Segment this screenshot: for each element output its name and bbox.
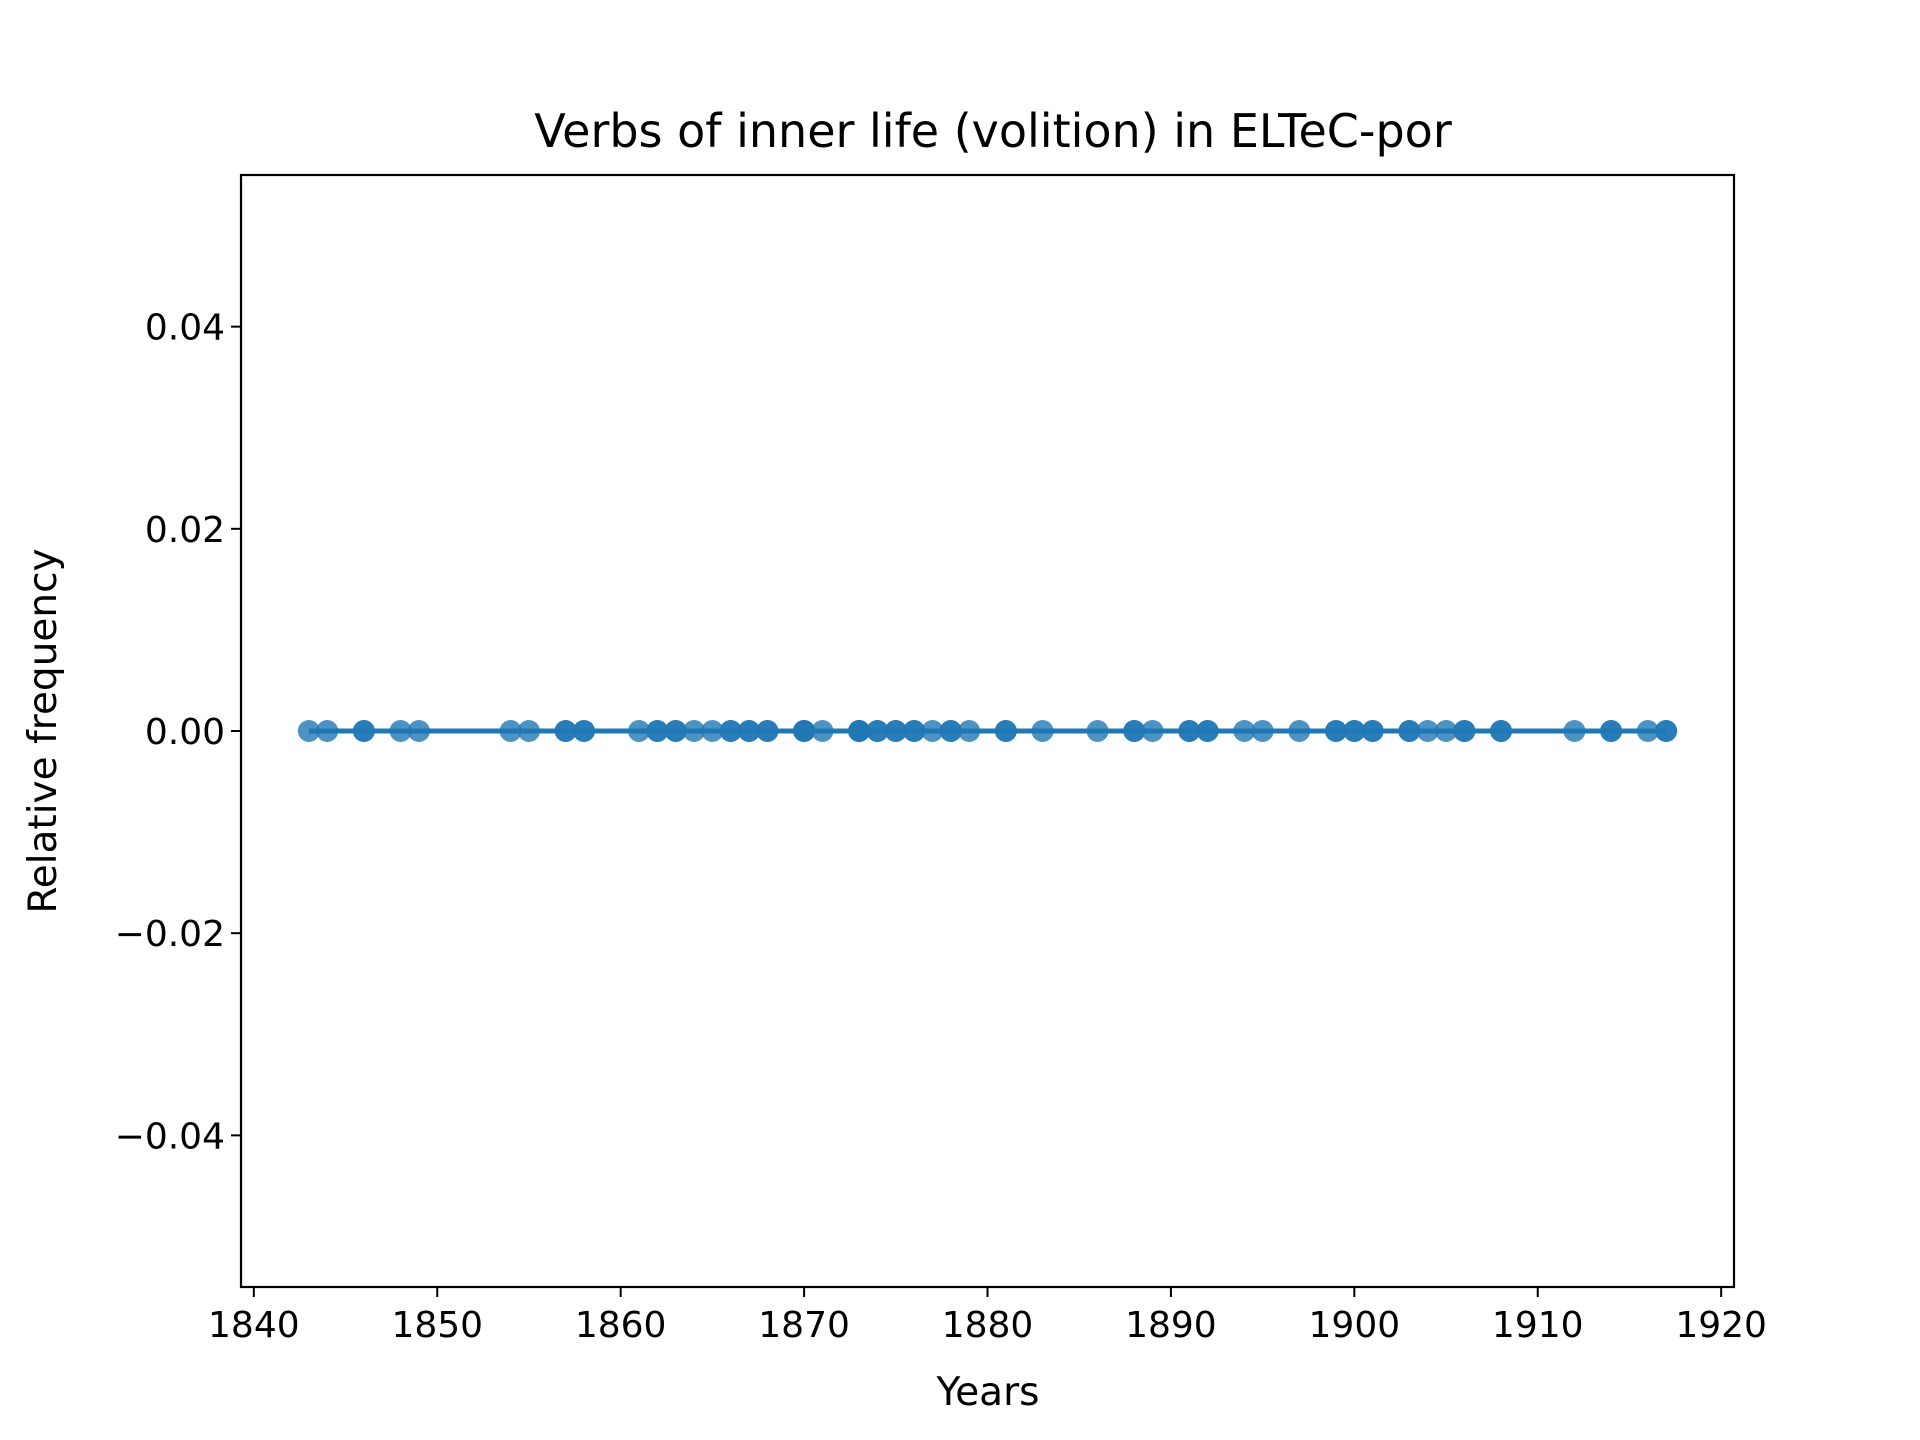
data-point xyxy=(1178,720,1201,742)
x-tick-label: 1870 xyxy=(758,1305,850,1346)
data-point xyxy=(1655,720,1678,742)
x-tick-label: 1850 xyxy=(391,1305,483,1346)
data-point xyxy=(994,720,1017,742)
data-point xyxy=(1141,720,1164,742)
data-point xyxy=(1031,720,1054,742)
data-point xyxy=(646,720,669,742)
data-point xyxy=(1343,720,1366,742)
data-point xyxy=(866,720,889,742)
data-point xyxy=(848,720,871,742)
data-point xyxy=(1361,720,1384,742)
data-point xyxy=(1636,720,1659,742)
x-axis-ticks: 1840 1850 1860 1870 1880 1890 1900 1910 1920 xyxy=(208,1287,1767,1346)
y-tick-label: 0.02 xyxy=(145,510,225,551)
data-point xyxy=(811,720,834,742)
data-marks xyxy=(297,720,1678,742)
x-tick-label: 1880 xyxy=(942,1305,1034,1346)
data-point xyxy=(1123,720,1146,742)
data-point xyxy=(407,720,430,742)
x-tick-label: 1840 xyxy=(208,1305,300,1346)
x-tick-label: 1890 xyxy=(1125,1305,1217,1346)
data-point xyxy=(1398,720,1421,742)
data-point xyxy=(701,720,724,742)
data-point xyxy=(1435,720,1458,742)
data-point xyxy=(664,720,687,742)
chart-title: Verbs of inner life (volition) in ELTeC-… xyxy=(534,104,1452,158)
data-point xyxy=(1600,720,1623,742)
data-point xyxy=(499,720,522,742)
y-axis-label: Relative frequency xyxy=(21,548,66,913)
data-point xyxy=(1086,720,1109,742)
data-point xyxy=(921,720,944,742)
data-point xyxy=(1233,720,1256,742)
plot-frame xyxy=(239,173,1736,1289)
data-point xyxy=(352,720,375,742)
data-point xyxy=(939,720,962,742)
y-tick-label: 0.00 xyxy=(145,712,225,753)
y-tick-label: −0.04 xyxy=(115,1116,225,1157)
y-tick-label: −0.02 xyxy=(115,914,225,955)
data-point xyxy=(297,720,320,742)
y-axis-ticks: −0.04 −0.02 0.00 0.02 0.04 xyxy=(115,308,241,1157)
data-point xyxy=(738,720,761,742)
data-point xyxy=(719,720,742,742)
data-point xyxy=(572,720,595,742)
data-point xyxy=(1196,720,1219,742)
data-point xyxy=(554,720,577,742)
data-point xyxy=(316,720,339,742)
data-point xyxy=(517,720,540,742)
data-point xyxy=(1453,720,1476,742)
data-point xyxy=(884,720,907,742)
data-point xyxy=(756,720,779,742)
data-point xyxy=(628,720,651,742)
plot-area: 1840 1850 1860 1870 1880 1890 1900 1910 1920 −0.… xyxy=(115,173,1767,1346)
data-point xyxy=(1490,720,1513,742)
data-point xyxy=(903,720,926,742)
y-tick-label: 0.04 xyxy=(145,308,225,349)
data-point xyxy=(793,720,816,742)
data-point xyxy=(1324,720,1347,742)
x-axis-label: Years xyxy=(936,1370,1040,1415)
data-point xyxy=(958,720,981,742)
x-tick-label: 1920 xyxy=(1675,1305,1767,1346)
x-tick-label: 1900 xyxy=(1309,1305,1401,1346)
data-point xyxy=(389,720,412,742)
data-point xyxy=(683,720,706,742)
data-point xyxy=(1563,720,1586,742)
x-tick-label: 1860 xyxy=(575,1305,667,1346)
data-point xyxy=(1416,720,1439,742)
data-point xyxy=(1251,720,1274,742)
data-point xyxy=(1288,720,1311,742)
x-tick-label: 1910 xyxy=(1492,1305,1584,1346)
